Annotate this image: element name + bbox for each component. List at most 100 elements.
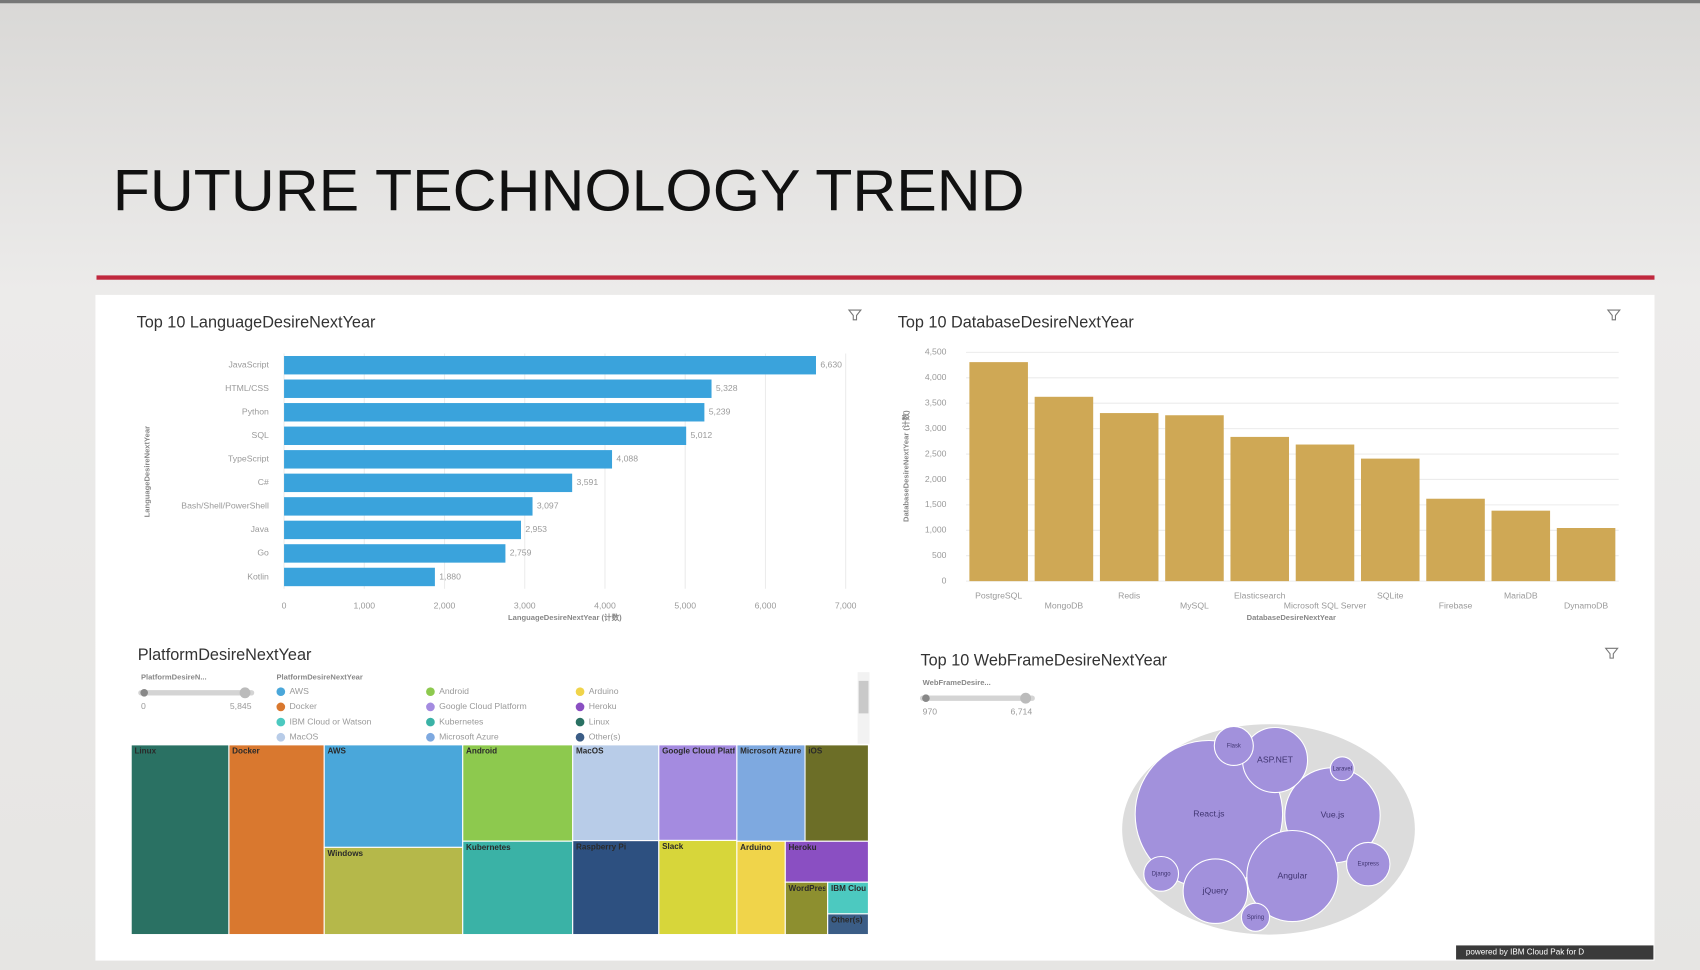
x-tick-label: PostgreSQL [975,591,1022,601]
bar [284,379,712,398]
treemap-tile [804,744,869,842]
bubble[interactable] [1329,756,1355,782]
tile-label: Arduino [740,843,771,852]
legend-swatch [575,717,585,727]
legend-swatch [575,687,585,697]
bubble-label: Vue.js [1321,810,1345,820]
legend-item[interactable]: Other(s) [589,732,621,742]
value-label: 3,097 [537,501,559,511]
bubble-label: ASP.NET [1257,754,1294,764]
tile-label: Other(s) [831,916,863,925]
filter-icon[interactable] [1604,647,1619,659]
bar [284,544,506,563]
treemap-tile [784,840,869,883]
y-tick-label: 0 [942,575,947,585]
filter-icon[interactable] [1606,309,1621,321]
treemap-tile [658,839,738,936]
value-label: 5,328 [716,383,738,393]
legend-item[interactable]: Kubernetes [439,716,484,726]
bar [1099,413,1159,582]
treemap-tile [462,840,574,936]
y-tick-label: 3,000 [925,423,947,433]
legend-swatch [426,702,435,712]
treemap-tile [736,744,806,842]
bubble[interactable] [1246,829,1339,923]
x-tick-label: 5,000 [674,600,696,610]
legend-item[interactable]: AWS [289,686,309,696]
slider-handle[interactable] [239,687,251,699]
x-axis-label: DatabaseDesireNextYear [1247,613,1336,622]
legend-swatch [276,687,286,697]
x-tick-label: Microsoft SQL Server [1284,600,1367,610]
legend-item[interactable]: IBM Cloud or Watson [289,716,371,726]
slider-handle[interactable] [1020,692,1032,704]
bubble[interactable] [1346,841,1391,887]
legend-title: PlatformDesireNextYear [276,673,362,682]
legend-item[interactable]: Microsoft Azure [439,732,499,742]
y-tick-label: Go [257,548,269,558]
footer: powered by IBM Cloud Pak for D [1466,948,1584,957]
legend-item[interactable]: Android [439,686,469,696]
tile-label: Windows [327,849,363,858]
scroll-thumb[interactable] [858,680,869,714]
tile-label: Slack [662,842,684,851]
y-tick-label: TypeScript [228,454,269,464]
slider-handle[interactable] [922,694,930,703]
bar [1034,396,1094,582]
tile-label: AWS [327,746,346,755]
x-tick-label: Elasticsearch [1234,591,1286,601]
legend-item[interactable]: Heroku [589,701,617,711]
legend-item[interactable]: MacOS [289,732,318,742]
slider-handle[interactable] [140,689,148,697]
slider-label: PlatformDesireN... [141,673,207,682]
bar [1556,528,1616,582]
tile-label: Heroku [789,843,817,852]
tile-label: Raspberry Pi [576,842,626,851]
y-tick-label: 3,500 [925,397,947,407]
tile-label: Docker [232,746,260,755]
treemap-tile [228,744,325,936]
x-tick-label: MariaDB [1504,591,1538,601]
bubble[interactable] [1240,902,1271,932]
legend-swatch [575,702,585,712]
y-tick-label: 2,000 [925,474,947,484]
footer-bar [1456,945,1654,960]
legend-item[interactable]: Arduino [589,686,619,696]
bar [284,450,613,469]
x-tick-label: Redis [1118,591,1141,601]
bubble-label: Angular [1277,870,1307,880]
x-tick-label: 2,000 [434,600,456,610]
bar [969,362,1028,582]
legend-item[interactable]: Linux [589,716,610,726]
bubble-label: jQuery [1202,886,1229,896]
legend-swatch [276,732,286,742]
legend-item[interactable]: Google Cloud Platform [439,701,527,711]
slider-min: 970 [923,707,938,717]
x-tick-label: MySQL [1180,600,1209,610]
value-label: 2,759 [510,548,532,558]
value-label: 1,880 [439,571,461,581]
x-tick-label: 4,000 [594,600,616,610]
value-label: 3,591 [577,477,599,487]
x-tick-label: 3,000 [514,600,536,610]
y-tick-label: JavaScript [228,360,269,370]
bar [284,355,816,375]
legend-swatch [426,717,435,727]
treemap-tile [323,846,464,936]
top-edge [0,0,1700,4]
value-label: 4,088 [616,454,638,464]
bubble-label: Spring [1247,915,1264,921]
bubble-label: Express [1358,862,1380,868]
bubble-label: Django [1152,871,1172,877]
x-tick-label: Firebase [1439,600,1473,610]
bubble[interactable] [1143,855,1180,892]
bubble[interactable] [1213,725,1254,766]
y-tick-label: C# [258,477,269,487]
legend-item[interactable]: Docker [289,701,317,711]
tile-label: Microsoft Azure [740,746,802,755]
bar [284,567,435,587]
bar [1295,444,1355,582]
filter-icon[interactable] [847,309,862,321]
bubble[interactable] [1182,858,1249,925]
